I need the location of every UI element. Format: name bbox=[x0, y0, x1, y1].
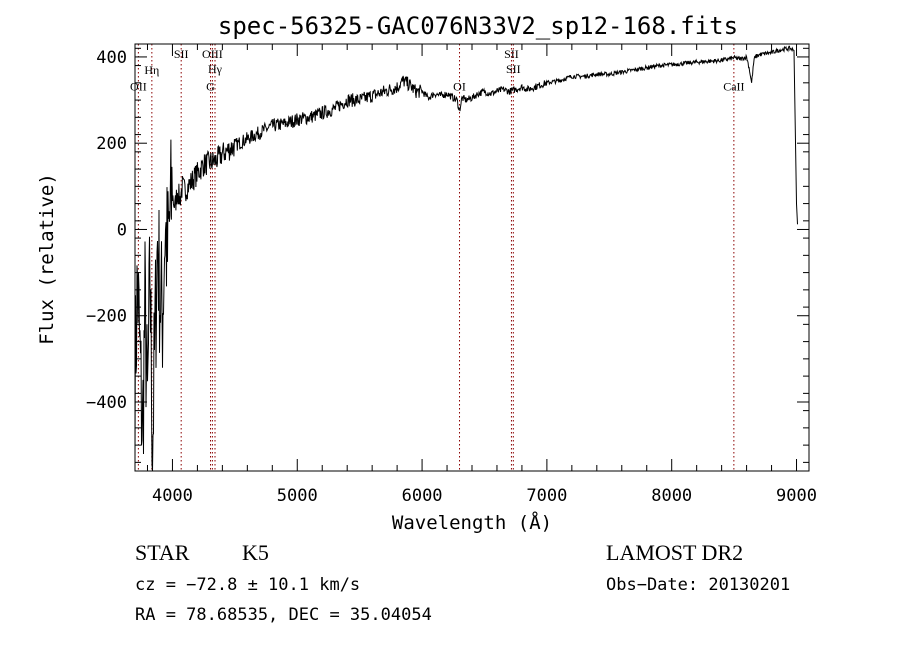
obs-date-text: Obs−Date: 20130201 bbox=[606, 575, 790, 595]
chart-title: spec-56325-GAC076N33V2_sp12-168.fits bbox=[218, 12, 738, 40]
y-tick-label: −400 bbox=[86, 393, 127, 413]
spectral-line-label: Hη bbox=[144, 63, 159, 77]
spectral-line-label: Hγ bbox=[208, 62, 223, 76]
x-tick-label: 7000 bbox=[526, 486, 567, 506]
spectrum-series bbox=[134, 45, 798, 472]
x-tick-label: 9000 bbox=[776, 486, 817, 506]
plot-frame bbox=[134, 43, 810, 472]
spectral-line-label: OII bbox=[130, 80, 147, 94]
class-label: STAR bbox=[135, 540, 190, 565]
spectral-line-label: SII bbox=[174, 47, 189, 61]
axis-ticks: 4000 5000 6000 7000 8000 9000 −400 −200 0 200 400 bbox=[86, 44, 817, 506]
radec-text: RA = 78.68535, DEC = 35.04054 bbox=[135, 605, 432, 625]
spectral-line-label: CaII bbox=[723, 80, 744, 94]
spectral-line-label: OIII bbox=[202, 47, 223, 61]
y-tick-label: −200 bbox=[86, 307, 127, 327]
x-tick-label: 8000 bbox=[651, 486, 692, 506]
redshift-text: cz = −72.8 ± 10.1 km/s bbox=[135, 575, 360, 595]
x-tick-label: 5000 bbox=[277, 486, 318, 506]
x-axis-label: Wavelength (Å) bbox=[392, 511, 552, 534]
subclass-label: K5 bbox=[242, 540, 269, 565]
y-tick-label: 0 bbox=[117, 220, 127, 240]
spectral-line-label: SII bbox=[504, 47, 519, 61]
survey-label: LAMOST DR2 bbox=[606, 540, 743, 565]
y-tick-label: 200 bbox=[96, 134, 127, 154]
spectral-line-label: OI bbox=[453, 80, 466, 94]
y-tick-label: 400 bbox=[96, 48, 127, 68]
spectral-line-label: G bbox=[206, 80, 215, 94]
spectral-line-label: SII bbox=[506, 62, 521, 76]
y-axis-label: Flux (relative) bbox=[36, 173, 58, 345]
x-tick-label: 4000 bbox=[152, 486, 193, 506]
spectrum-line bbox=[134, 45, 798, 472]
x-tick-label: 6000 bbox=[402, 486, 443, 506]
